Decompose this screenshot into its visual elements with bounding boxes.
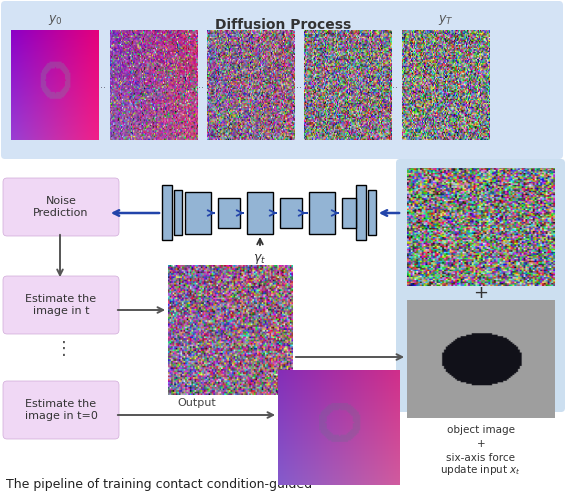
Text: Diffusion Process: Diffusion Process: [215, 18, 351, 32]
FancyBboxPatch shape: [356, 185, 366, 240]
Text: object image
+
six-axis force: object image + six-axis force: [447, 425, 516, 463]
Text: Estimate the
image in t=0: Estimate the image in t=0: [24, 399, 97, 421]
FancyBboxPatch shape: [162, 185, 172, 240]
Text: ...: ...: [293, 80, 302, 90]
FancyBboxPatch shape: [396, 159, 565, 412]
FancyBboxPatch shape: [3, 178, 119, 236]
FancyBboxPatch shape: [174, 190, 182, 235]
FancyBboxPatch shape: [3, 381, 119, 439]
FancyBboxPatch shape: [1, 1, 563, 159]
Text: Output: Output: [178, 398, 216, 408]
Text: The pipeline of training contact condition-guided: The pipeline of training contact conditi…: [6, 478, 312, 491]
FancyBboxPatch shape: [309, 192, 335, 234]
FancyBboxPatch shape: [342, 198, 356, 228]
Text: ...: ...: [389, 80, 398, 90]
Text: Estimate the
image in t: Estimate the image in t: [25, 294, 97, 316]
Text: +: +: [474, 284, 488, 302]
Text: update input $x_t$: update input $x_t$: [440, 463, 521, 477]
FancyBboxPatch shape: [280, 198, 302, 228]
FancyBboxPatch shape: [368, 190, 376, 235]
Text: $\gamma_t$: $\gamma_t$: [254, 252, 267, 266]
Text: ...: ...: [97, 80, 106, 90]
FancyBboxPatch shape: [247, 192, 273, 234]
FancyBboxPatch shape: [3, 276, 119, 334]
Text: $y_T$: $y_T$: [438, 13, 454, 27]
Text: Noise
Prediction: Noise Prediction: [33, 196, 89, 218]
Text: $\vdots$: $\vdots$: [54, 338, 66, 358]
FancyBboxPatch shape: [218, 198, 240, 228]
FancyBboxPatch shape: [185, 192, 211, 234]
Text: ...: ...: [195, 80, 204, 90]
Text: $y_0$: $y_0$: [48, 13, 62, 27]
